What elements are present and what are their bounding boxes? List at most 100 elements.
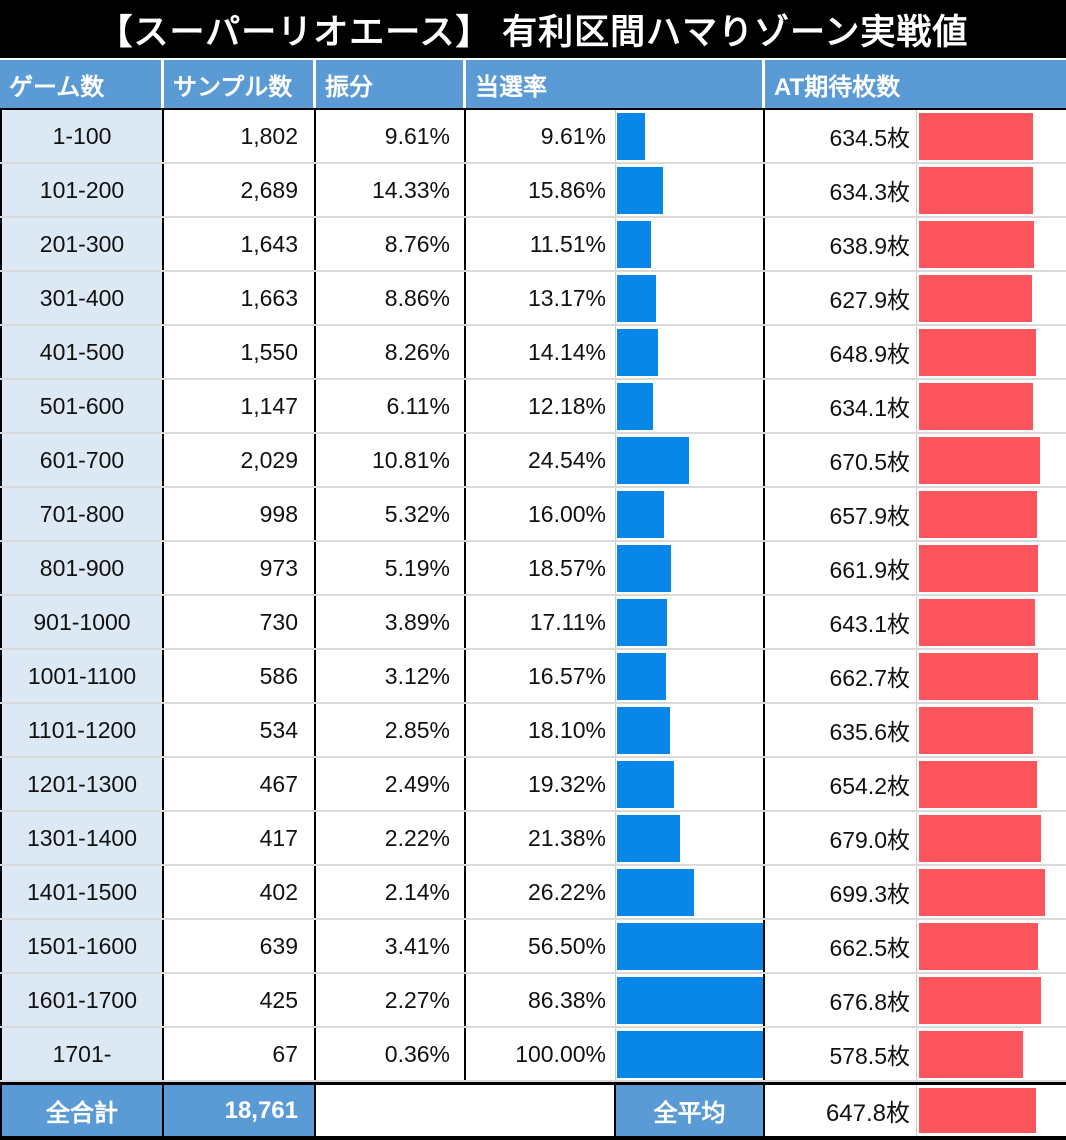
table-footer-row: 全合計 18,761 全平均 647.8枚 xyxy=(0,1082,1066,1140)
samples-cell: 417 xyxy=(164,812,316,864)
share-cell: 0.36% xyxy=(316,1028,466,1080)
samples-cell: 639 xyxy=(164,920,316,972)
games-range-cell: 101-200 xyxy=(0,164,164,216)
win-rate-value-cell: 86.38% xyxy=(466,974,616,1026)
win-rate-value-cell: 14.14% xyxy=(466,326,616,378)
at-coins-bar-cell xyxy=(917,434,1066,486)
at-coins-value-cell: 662.7枚 xyxy=(765,650,917,702)
win-rate-bar xyxy=(617,220,651,268)
header-samples: サンプル数 xyxy=(164,60,316,108)
games-range-cell: 1-100 xyxy=(0,110,164,162)
at-coins-bar-cell xyxy=(917,326,1066,378)
win-rate-value-cell: 12.18% xyxy=(466,380,616,432)
share-cell: 8.76% xyxy=(316,218,466,270)
table-row: 201-300 1,643 8.76% 11.51% 638.9枚 xyxy=(0,218,1066,272)
at-coins-value-cell: 657.9枚 xyxy=(765,488,917,540)
at-coins-bar-cell xyxy=(917,164,1066,216)
table-row: 301-400 1,663 8.86% 13.17% 627.9枚 xyxy=(0,272,1066,326)
games-range-cell: 501-600 xyxy=(0,380,164,432)
share-cell: 3.12% xyxy=(316,650,466,702)
games-range-cell: 301-400 xyxy=(0,272,164,324)
win-rate-bar xyxy=(617,760,674,808)
share-cell: 6.11% xyxy=(316,380,466,432)
samples-cell: 534 xyxy=(164,704,316,756)
footer-at-coins-bar xyxy=(919,1088,1036,1133)
games-range-cell: 1301-1400 xyxy=(0,812,164,864)
games-range-cell: 1401-1500 xyxy=(0,866,164,918)
at-coins-bar xyxy=(919,598,1035,646)
at-coins-value-cell: 634.3枚 xyxy=(765,164,917,216)
table-row: 901-1000 730 3.89% 17.11% 643.1枚 xyxy=(0,596,1066,650)
win-rate-bar-cell xyxy=(616,920,765,972)
win-rate-value-cell: 19.32% xyxy=(466,758,616,810)
at-coins-value-cell: 676.8枚 xyxy=(765,974,917,1026)
share-cell: 2.49% xyxy=(316,758,466,810)
table-row: 1001-1100 586 3.12% 16.57% 662.7枚 xyxy=(0,650,1066,704)
games-range-cell: 1701- xyxy=(0,1028,164,1080)
win-rate-bar xyxy=(617,1030,763,1078)
at-coins-bar-cell xyxy=(917,596,1066,648)
title-bar: 【スーパーリオエース】 有利区間ハマりゾーン実戦値 xyxy=(0,0,1066,58)
samples-cell: 1,643 xyxy=(164,218,316,270)
win-rate-bar-cell xyxy=(616,272,765,324)
at-coins-value-cell: 699.3枚 xyxy=(765,866,917,918)
win-rate-value-cell: 17.11% xyxy=(466,596,616,648)
table-body: 1-100 1,802 9.61% 9.61% 634.5枚 101-200 2… xyxy=(0,110,1066,1082)
share-cell: 8.26% xyxy=(316,326,466,378)
win-rate-bar xyxy=(617,922,763,970)
win-rate-bar xyxy=(617,706,671,754)
at-coins-bar-cell xyxy=(917,488,1066,540)
footer-total-label: 全合計 xyxy=(0,1085,164,1136)
at-coins-bar-cell xyxy=(917,974,1066,1026)
at-coins-value-cell: 578.5枚 xyxy=(765,1028,917,1080)
share-cell: 3.89% xyxy=(316,596,466,648)
at-coins-bar-cell xyxy=(917,218,1066,270)
at-coins-bar-cell xyxy=(917,650,1066,702)
samples-cell: 998 xyxy=(164,488,316,540)
win-rate-bar xyxy=(617,112,646,160)
share-cell: 2.22% xyxy=(316,812,466,864)
at-coins-bar xyxy=(919,220,1034,268)
footer-total-samples: 18,761 xyxy=(164,1085,316,1136)
share-cell: 2.14% xyxy=(316,866,466,918)
at-coins-bar-cell xyxy=(917,542,1066,594)
at-coins-value-cell: 662.5枚 xyxy=(765,920,917,972)
at-coins-value-cell: 654.2枚 xyxy=(765,758,917,810)
win-rate-bar xyxy=(617,868,694,916)
at-coins-value-cell: 648.9枚 xyxy=(765,326,917,378)
win-rate-value-cell: 16.57% xyxy=(466,650,616,702)
win-rate-value-cell: 21.38% xyxy=(466,812,616,864)
games-range-cell: 1201-1300 xyxy=(0,758,164,810)
at-coins-bar xyxy=(919,706,1034,754)
table-row: 701-800 998 5.32% 16.00% 657.9枚 xyxy=(0,488,1066,542)
games-range-cell: 1001-1100 xyxy=(0,650,164,702)
at-coins-bar xyxy=(919,490,1038,538)
samples-cell: 67 xyxy=(164,1028,316,1080)
games-range-cell: 201-300 xyxy=(0,218,164,270)
footer-blank-cell xyxy=(316,1085,616,1136)
share-cell: 5.19% xyxy=(316,542,466,594)
win-rate-bar-cell xyxy=(616,974,765,1026)
at-coins-bar xyxy=(919,328,1036,376)
at-coins-bar xyxy=(919,166,1034,214)
win-rate-value-cell: 16.00% xyxy=(466,488,616,540)
at-coins-value-cell: 634.5枚 xyxy=(765,110,917,162)
games-range-cell: 601-700 xyxy=(0,434,164,486)
at-coins-value-cell: 661.9枚 xyxy=(765,542,917,594)
at-coins-bar xyxy=(919,976,1041,1024)
page-title: 【スーパーリオエース】 有利区間ハマりゾーン実戦値 xyxy=(97,12,969,52)
samples-cell: 1,147 xyxy=(164,380,316,432)
win-rate-bar xyxy=(617,274,656,322)
win-rate-value-cell: 18.57% xyxy=(466,542,616,594)
win-rate-value-cell: 9.61% xyxy=(466,110,616,162)
share-cell: 14.33% xyxy=(316,164,466,216)
footer-at-coins-bar-cell xyxy=(917,1085,1066,1136)
win-rate-bar-cell xyxy=(616,758,765,810)
win-rate-bar-cell xyxy=(616,596,765,648)
samples-cell: 2,029 xyxy=(164,434,316,486)
header-share: 振分 xyxy=(316,60,466,108)
games-range-cell: 701-800 xyxy=(0,488,164,540)
win-rate-bar-cell xyxy=(616,650,765,702)
table-row: 1601-1700 425 2.27% 86.38% 676.8枚 xyxy=(0,974,1066,1028)
win-rate-value-cell: 56.50% xyxy=(466,920,616,972)
